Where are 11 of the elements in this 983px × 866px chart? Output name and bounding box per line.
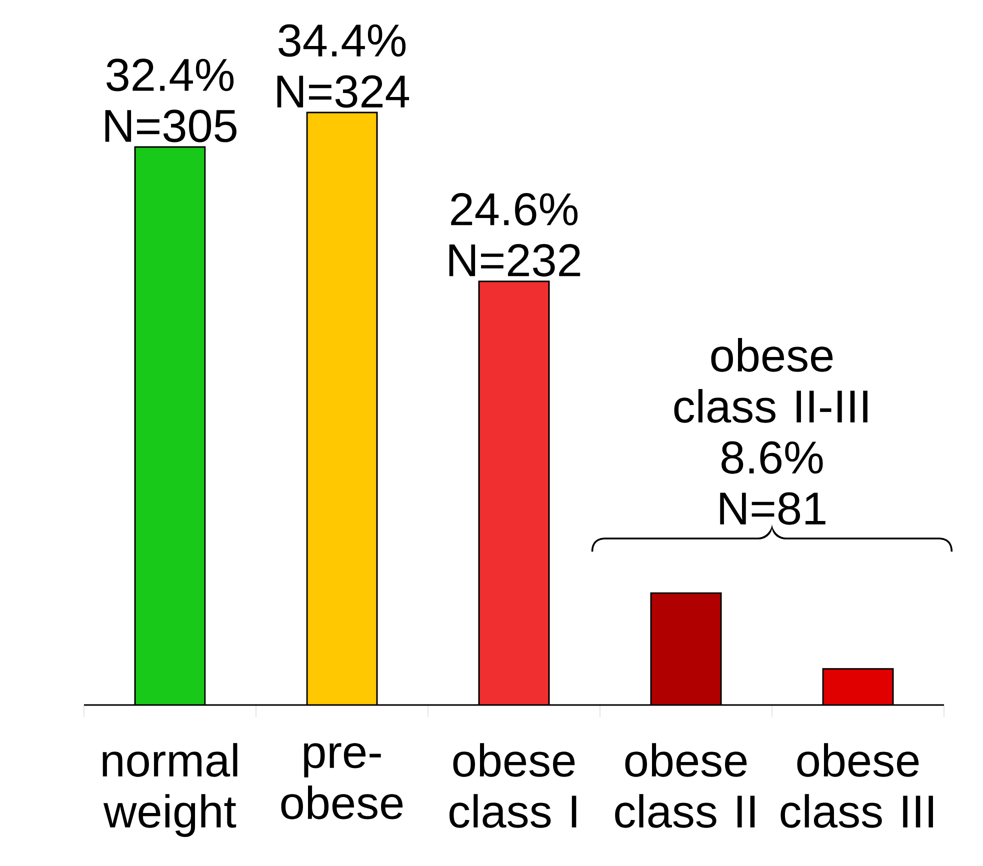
annotation: N=81 (720, 492, 826, 525)
data-label: 24.6% N=232 (449, 193, 580, 277)
annotation: 8.6% (722, 441, 823, 474)
x-tick-label: obese class II (615, 743, 755, 828)
annotation: obese class II-III (674, 338, 868, 423)
data-label: 34.4% N=324 (277, 24, 410, 108)
x-tick-label: obese class III (780, 743, 933, 828)
data-label: 32.4% N=305 (105, 58, 236, 142)
x-tick-label: pre-obese (281, 743, 403, 820)
x-tick-label: normal weight (102, 743, 238, 837)
x-tick-label: obese class I (450, 743, 576, 828)
